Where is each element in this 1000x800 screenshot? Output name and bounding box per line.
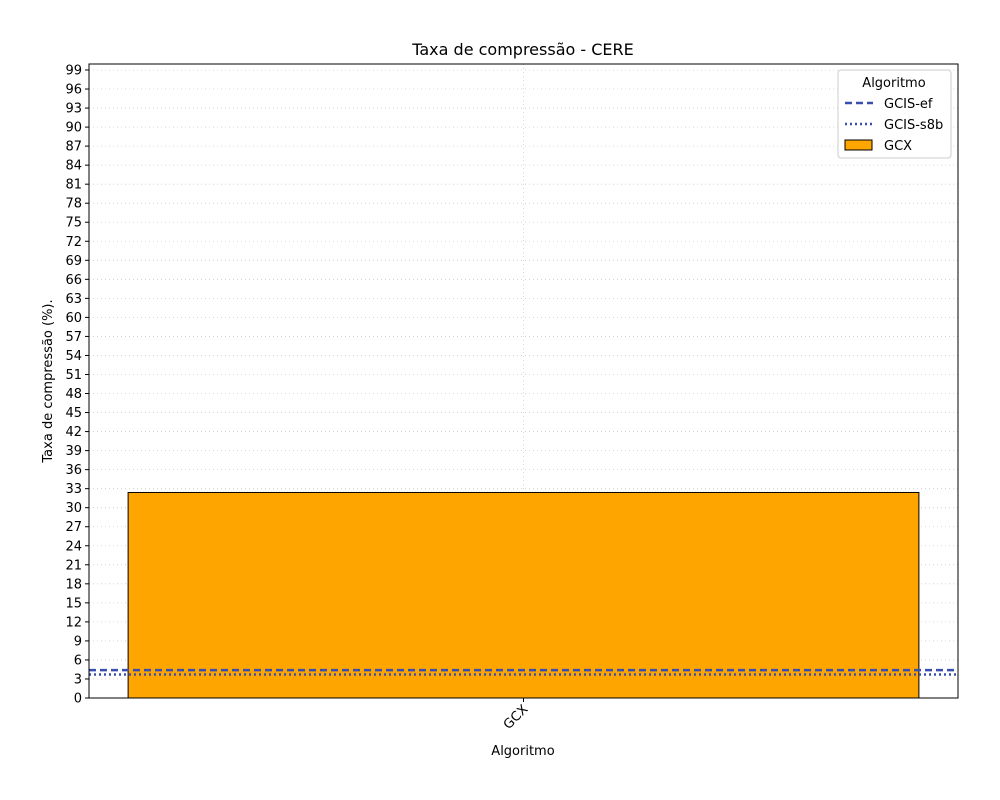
legend-title: Algoritmo xyxy=(862,76,925,91)
y-tick-label: 99 xyxy=(65,64,82,79)
legend: Algoritmo GCIS-ef GCIS-s8b GCX xyxy=(837,69,952,159)
y-tick-label: 66 xyxy=(65,273,82,288)
y-tick-label: 36 xyxy=(65,463,82,478)
legend-swatch-gcx xyxy=(844,139,873,151)
y-tick-label: 3 xyxy=(74,672,82,687)
y-tick-label: 30 xyxy=(65,501,82,516)
legend-label-gcis-s8b: GCIS-s8b xyxy=(884,118,943,133)
y-tick-label: 81 xyxy=(65,178,82,193)
x-ticks-layer: GCX xyxy=(501,698,532,733)
legend-label-gcis-ef: GCIS-ef xyxy=(884,97,933,112)
y-tick-label: 63 xyxy=(65,292,82,307)
x-axis-label: Algoritmo xyxy=(491,744,554,759)
y-tick-label: 84 xyxy=(65,159,82,174)
y-ticks-layer: 0369121518212427303336394245485154576063… xyxy=(65,64,89,707)
y-tick-label: 45 xyxy=(65,406,82,421)
y-tick-label: 12 xyxy=(65,615,82,630)
y-tick-label: 42 xyxy=(65,425,82,440)
legend-box xyxy=(837,69,952,159)
y-tick-label: 48 xyxy=(65,387,82,402)
y-tick-label: 87 xyxy=(65,140,82,155)
y-tick-label: 27 xyxy=(65,520,82,535)
x-tick-label: GCX xyxy=(501,702,532,733)
y-tick-label: 54 xyxy=(65,349,82,364)
y-tick-label: 57 xyxy=(65,330,82,345)
y-axis-label: Taxa de compressão (%). xyxy=(41,299,56,463)
y-tick-label: 75 xyxy=(65,216,82,231)
y-tick-label: 15 xyxy=(65,596,82,611)
y-tick-label: 39 xyxy=(65,444,82,459)
y-tick-label: 78 xyxy=(65,197,82,212)
legend-label-gcx: GCX xyxy=(884,139,912,154)
y-tick-label: 51 xyxy=(65,368,82,383)
y-tick-label: 18 xyxy=(65,577,82,592)
y-tick-label: 72 xyxy=(65,235,82,250)
y-tick-label: 93 xyxy=(65,102,82,117)
y-tick-label: 6 xyxy=(74,653,82,668)
y-tick-label: 60 xyxy=(65,311,82,326)
reference-lines-layer xyxy=(89,668,958,676)
bar-gcx xyxy=(127,491,920,699)
y-tick-label: 21 xyxy=(65,558,82,573)
chart-title: Taxa de compressão - CERE xyxy=(411,40,634,59)
y-tick-label: 69 xyxy=(65,254,82,269)
y-tick-label: 24 xyxy=(65,539,82,554)
y-tick-label: 96 xyxy=(65,83,82,98)
y-tick-label: 33 xyxy=(65,482,82,497)
y-tick-label: 90 xyxy=(65,121,82,136)
y-tick-label: 9 xyxy=(74,634,82,649)
y-tick-label: 0 xyxy=(74,692,82,707)
bars-layer xyxy=(127,491,920,699)
